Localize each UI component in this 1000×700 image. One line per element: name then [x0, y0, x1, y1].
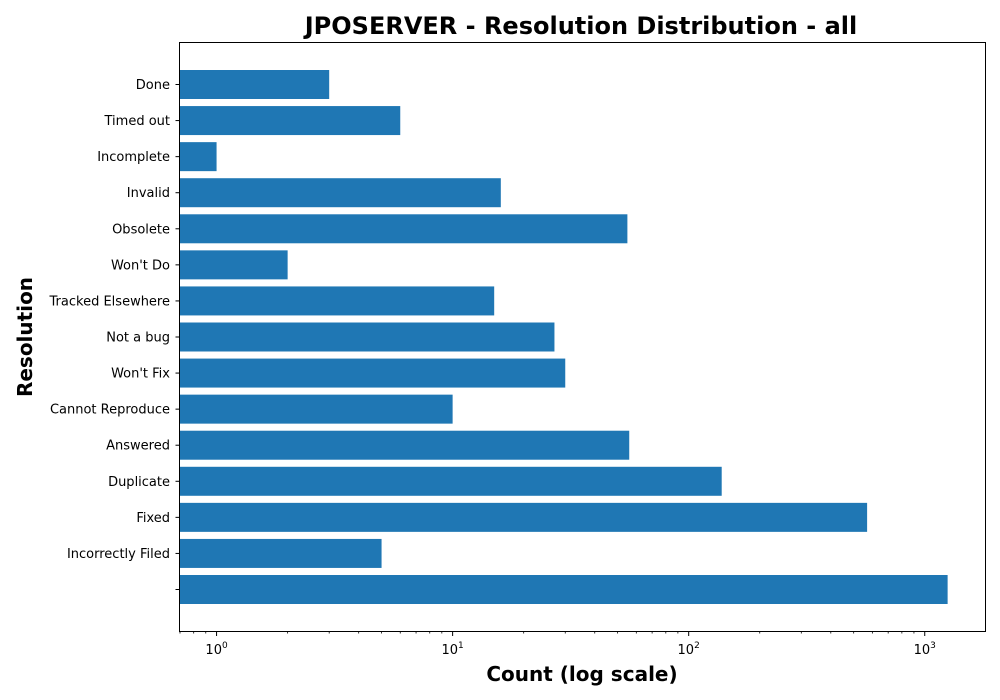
x-tick-label: 100 — [205, 641, 228, 658]
bar-timed-out — [180, 106, 401, 136]
y-tick-label: Won't Fix — [111, 367, 170, 382]
x-tick-label: 102 — [678, 641, 700, 658]
bar-answered — [180, 430, 630, 460]
y-axis-ticks: Incorrectly Filed Fixed Duplicate Answered C… — [49, 78, 180, 590]
bar-incomplete — [180, 142, 217, 172]
y-tick-label: Done — [136, 78, 170, 93]
y-tick-label: Incomplete — [97, 150, 170, 165]
y-tick-label: Timed out — [104, 114, 171, 129]
y-axis-label: Resolution — [13, 277, 37, 397]
plot-frame — [179, 42, 986, 632]
bar-done — [180, 70, 330, 99]
y-tick-label: Fixed — [136, 511, 170, 526]
bar-tracked-elsewhere — [180, 286, 495, 316]
bar-fixed — [180, 502, 868, 532]
y-tick-label: Won't Do — [111, 258, 170, 273]
bar-category-0 — [180, 575, 948, 604]
y-tick-label: Duplicate — [108, 475, 170, 490]
bar-won-t-fix — [180, 358, 566, 388]
bars-group — [180, 70, 948, 604]
bar-cannot-reproduce — [180, 394, 453, 424]
x-tick-label: 101 — [441, 641, 463, 658]
y-tick-label: Tracked Elsewhere — [49, 294, 170, 309]
y-tick-label: Incorrectly Filed — [67, 547, 170, 562]
bar-won-t-do — [180, 250, 288, 280]
bar-invalid — [180, 178, 501, 208]
x-axis-ticks: 100 101 102 103 — [179, 631, 936, 658]
y-tick-label: Answered — [106, 439, 170, 454]
y-tick-label: Invalid — [127, 186, 170, 201]
y-tick-label: Not a bug — [106, 331, 170, 346]
bar-not-a-bug — [180, 322, 555, 352]
bar-duplicate — [180, 466, 722, 496]
chart-title: JPOSERVER - Resolution Distribution - al… — [303, 12, 858, 40]
y-tick-label: Cannot Reproduce — [50, 403, 170, 418]
bar-incorrectly-filed — [180, 538, 382, 568]
bar-obsolete — [180, 214, 628, 244]
y-tick-label: Obsolete — [112, 222, 170, 237]
x-tick-label: 103 — [914, 641, 936, 658]
x-axis-label: Count (log scale) — [486, 662, 677, 686]
